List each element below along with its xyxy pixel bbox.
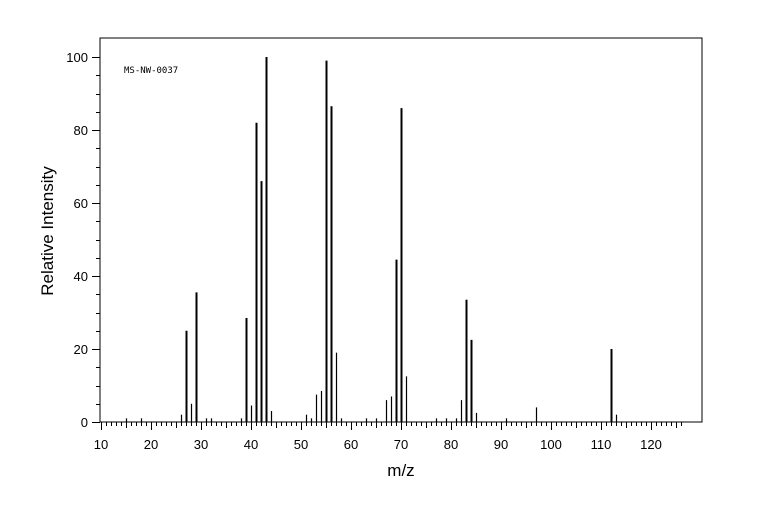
x-tick-label: 100 — [540, 437, 562, 452]
y-tick-label: 20 — [74, 342, 88, 357]
x-tick-label: 70 — [394, 437, 408, 452]
y-tick-label: 80 — [74, 123, 88, 138]
x-tick-label: 120 — [640, 437, 662, 452]
y-axis-title: Relative Intensity — [38, 166, 57, 296]
x-tick-label: 110 — [591, 437, 612, 452]
y-tick-label: 40 — [74, 269, 88, 284]
spectrum-id-label: MS-NW-0037 — [124, 66, 178, 76]
x-tick-label: 40 — [244, 437, 258, 452]
x-tick-label: 90 — [494, 437, 508, 452]
y-tick-label: 100 — [66, 50, 88, 65]
x-axis-title: m/z — [387, 461, 414, 480]
x-tick-label: 60 — [344, 437, 358, 452]
y-axis-ticks: 0 20 40 60 80 100 — [66, 50, 100, 430]
x-tick-label: 50 — [294, 437, 308, 452]
spectrum-bars — [125, 57, 618, 422]
y-tick-label: 60 — [74, 196, 88, 211]
x-tick-label: 30 — [194, 437, 208, 452]
x-tick-label: 10 — [94, 437, 108, 452]
x-tick-label: 80 — [444, 437, 458, 452]
x-axis-ticks: 10 20 30 40 50 60 70 80 90 100 110 120 — [94, 422, 682, 452]
x-tick-label: 20 — [144, 437, 158, 452]
y-tick-label: 0 — [81, 415, 88, 430]
